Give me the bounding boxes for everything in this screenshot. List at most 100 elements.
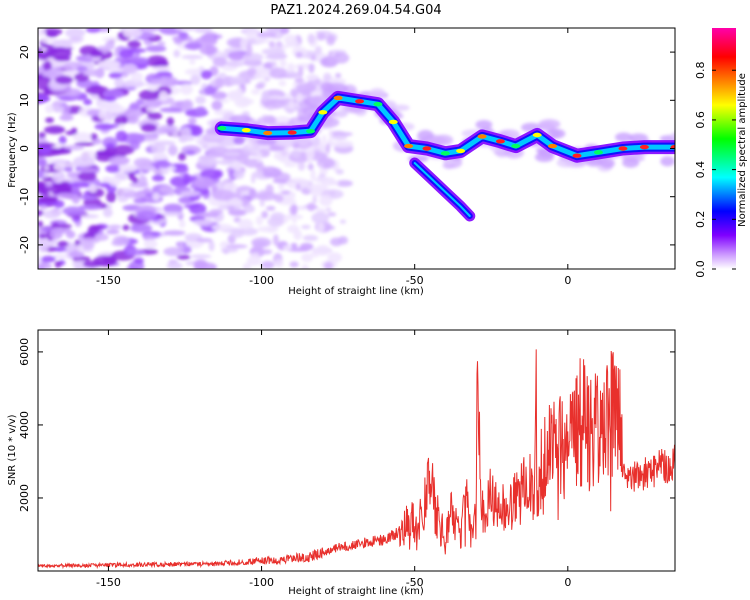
noise-blob bbox=[251, 88, 261, 95]
noise-blob bbox=[83, 260, 103, 268]
noise-blob bbox=[178, 135, 195, 142]
colorbar-label: Normalized spectral amplitude bbox=[737, 73, 748, 227]
ridge-peak bbox=[532, 132, 542, 138]
noise-blob bbox=[152, 66, 172, 72]
noise-blob bbox=[38, 254, 43, 266]
noise-blob bbox=[101, 176, 113, 183]
ridge-peak bbox=[495, 139, 505, 144]
noise-blob bbox=[290, 88, 299, 98]
noise-blob bbox=[182, 172, 191, 185]
snr-panel: -150 -100 -50 0 2000 4000 6000 Height of strai… bbox=[7, 329, 676, 597]
noise-blob bbox=[233, 168, 245, 180]
noise-blob bbox=[192, 219, 213, 226]
noise-blob bbox=[257, 169, 264, 177]
noise-blob bbox=[269, 67, 288, 79]
noise-blob bbox=[295, 51, 303, 59]
noise-blob bbox=[282, 245, 292, 251]
noise-blob bbox=[310, 55, 316, 61]
noise-blob bbox=[254, 191, 278, 201]
noise-blob bbox=[203, 86, 216, 95]
noise-blob bbox=[262, 115, 277, 125]
noise-blob bbox=[223, 151, 241, 157]
noise-blob bbox=[43, 165, 50, 171]
noise-blob bbox=[38, 28, 46, 37]
noise-blob bbox=[41, 255, 56, 263]
noise-blob bbox=[246, 255, 262, 266]
noise-blob bbox=[218, 98, 230, 103]
noise-blob bbox=[599, 158, 615, 169]
noise-blob bbox=[273, 194, 284, 203]
noise-blob bbox=[297, 65, 304, 78]
noise-blob bbox=[71, 184, 80, 197]
noise-blob bbox=[233, 217, 241, 223]
noise-blob bbox=[335, 180, 353, 187]
noise-blob bbox=[57, 223, 72, 229]
snr-line bbox=[38, 349, 675, 570]
noise-blob bbox=[52, 253, 68, 260]
noise-blob bbox=[64, 166, 73, 173]
colorbar-ticks: 0.0 0.2 0.4 0.6 0.8 bbox=[694, 61, 736, 278]
noise-blob bbox=[51, 184, 61, 196]
noise-blob bbox=[45, 182, 53, 187]
noise-blob bbox=[133, 157, 153, 168]
noise-blob bbox=[317, 163, 324, 168]
noise-blob bbox=[297, 161, 306, 171]
noise-blob bbox=[267, 216, 285, 228]
noise-blob bbox=[245, 29, 261, 39]
noise-blob bbox=[392, 104, 410, 111]
noise-blob bbox=[228, 51, 245, 61]
noise-blob bbox=[106, 229, 120, 235]
snr-ytick-label: 4000 bbox=[18, 411, 31, 439]
noise-blob bbox=[97, 60, 121, 69]
noise-blob bbox=[327, 212, 337, 217]
noise-blob bbox=[335, 168, 344, 175]
noise-blob bbox=[78, 204, 103, 211]
noise-blob bbox=[179, 219, 186, 228]
noise-blob bbox=[77, 171, 97, 182]
noise-blob bbox=[229, 76, 246, 86]
noise-blob bbox=[179, 33, 187, 40]
noise-blob bbox=[190, 125, 203, 137]
snr-ylabel: SNR (10 * v/v) bbox=[7, 414, 18, 485]
noise-blob bbox=[57, 240, 69, 248]
ridge-peak bbox=[639, 144, 649, 150]
noise-blob bbox=[150, 78, 169, 85]
noise-blob bbox=[148, 85, 159, 92]
snr-series bbox=[38, 349, 675, 570]
noise-blob bbox=[323, 72, 332, 82]
noise-blob bbox=[79, 237, 100, 244]
noise-blob bbox=[182, 99, 194, 111]
noise-blob bbox=[195, 36, 218, 47]
noise-blob bbox=[285, 71, 299, 76]
noise-blob bbox=[290, 149, 302, 158]
noise-blob bbox=[250, 172, 256, 184]
noise-blob bbox=[265, 28, 278, 33]
noise-blob bbox=[171, 165, 189, 174]
noise-blob bbox=[255, 163, 265, 172]
noise-blob bbox=[211, 223, 234, 232]
noise-blob bbox=[108, 72, 122, 79]
noise-blob bbox=[230, 230, 244, 238]
noise-blob bbox=[331, 140, 354, 148]
noise-blob bbox=[261, 90, 270, 103]
noise-blob bbox=[279, 58, 287, 68]
noise-blob bbox=[122, 191, 146, 199]
noise-blob bbox=[257, 226, 279, 233]
spectrogram-ytick-label: 20 bbox=[18, 45, 31, 59]
noise-blob bbox=[295, 93, 304, 102]
spectrogram-ylabel: Frequency (Hz) bbox=[7, 112, 18, 188]
noise-blob bbox=[107, 224, 122, 230]
noise-blob bbox=[310, 249, 320, 258]
noise-blob bbox=[133, 257, 144, 264]
colorbar: 0.0 0.2 0.4 0.6 0.8 Normalized spectral ampl… bbox=[694, 28, 748, 278]
noise-blob bbox=[106, 191, 117, 203]
spectrogram-ytick-label: -20 bbox=[18, 236, 31, 254]
snr-frame bbox=[37, 329, 676, 572]
noise-blob bbox=[138, 175, 148, 187]
noise-blob bbox=[199, 44, 218, 56]
noise-blob bbox=[237, 218, 254, 230]
noise-blob bbox=[247, 67, 257, 77]
noise-blob bbox=[71, 127, 78, 133]
noise-blob bbox=[211, 184, 218, 193]
noise-blob bbox=[294, 77, 304, 84]
